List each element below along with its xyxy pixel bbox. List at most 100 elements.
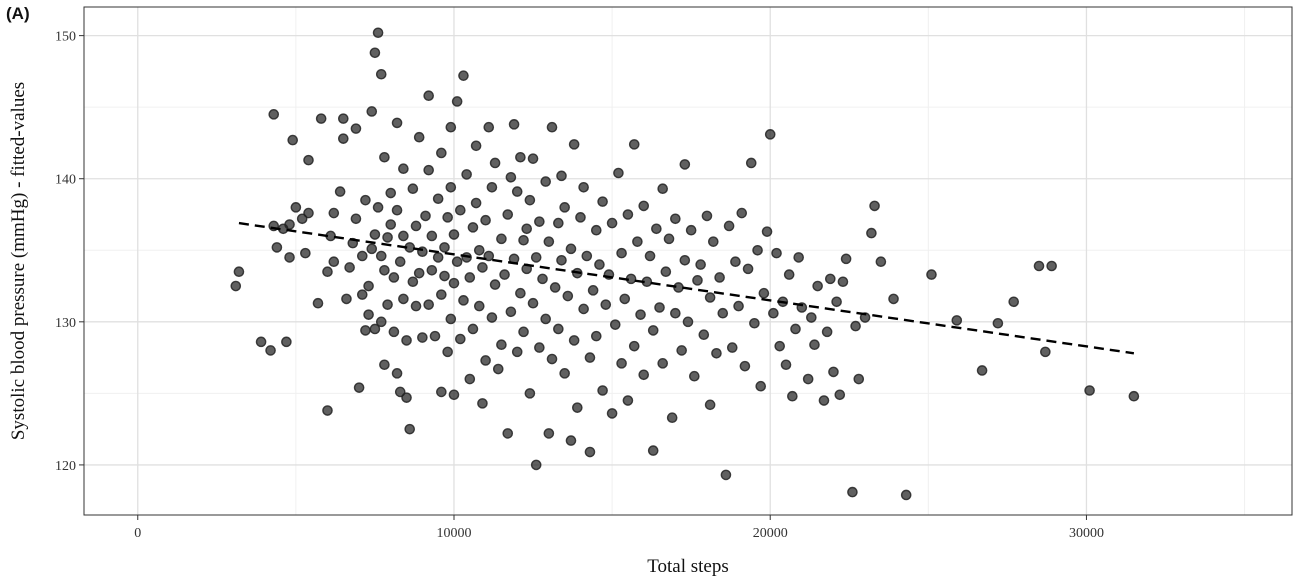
data-point [530,252,542,263]
data-point [828,366,839,378]
data-point [322,405,333,416]
data-point [372,202,384,213]
data-point [458,70,469,81]
data-point [527,153,539,164]
data-point [527,297,539,309]
data-point [496,339,507,351]
data-point [287,134,299,146]
data-point [1033,260,1045,272]
data-point [426,265,438,276]
data-point [284,252,295,263]
data-point [549,282,561,293]
data-point [654,302,665,313]
data-point [613,167,624,179]
data-point [853,373,865,385]
data-point [663,233,675,245]
data-point [398,230,409,242]
data-point [375,316,387,328]
data-point [366,106,378,117]
data-point [546,121,558,133]
data-point [711,347,722,359]
data-point [559,368,570,379]
data-point [679,254,691,266]
data-point [670,213,681,225]
data-point [496,233,507,245]
data-point [597,196,608,207]
data-point [530,459,542,471]
data-point [375,250,387,262]
data-point [230,280,242,292]
data-point [489,157,501,169]
data-point [338,113,349,124]
data-point [689,370,700,382]
data-point [268,109,280,120]
data-point [575,212,586,223]
data-point [451,256,463,268]
data-point [704,292,716,303]
data-point [790,323,801,335]
data-point [429,330,441,342]
data-point [341,293,352,305]
data-point [524,388,536,399]
data-point [353,382,365,393]
data-point [739,360,751,372]
data-point [511,346,523,358]
data-point [578,303,589,315]
x-tick-label: 0 [134,526,141,541]
plot-frame [83,6,1293,516]
data-point [391,117,403,129]
data-point [888,293,899,305]
data-point [619,293,631,305]
data-point [379,359,390,371]
data-point [366,243,378,255]
data-point [682,316,694,328]
data-point [543,428,555,439]
data-point [379,151,390,163]
x-tick-label: 10000 [436,526,471,541]
data-point [764,129,776,140]
data-point [723,220,735,232]
data-point [553,217,564,229]
data-point [742,263,754,275]
data-point [515,151,526,163]
data-point [745,157,757,169]
data-point [303,207,314,219]
data-point [385,219,397,230]
data-point [670,307,681,319]
data-point [900,489,912,501]
data-point [622,395,634,406]
data-point [587,285,599,296]
data-point [837,276,849,288]
data-point [622,209,634,220]
data-point [442,346,453,358]
data-point [600,299,612,310]
data-point [290,202,302,213]
data-point [638,200,650,212]
trend-line-group [238,221,1135,355]
data-point [455,333,466,345]
data-point [783,269,795,280]
data-point [467,323,479,335]
data-point [477,262,488,273]
data-point [572,402,583,413]
data-point [628,139,640,150]
data-point [666,412,678,423]
x-axis-title: Total steps [647,556,729,577]
data-point [951,315,963,326]
data-point [780,359,792,371]
data-point [281,336,292,348]
data-point [774,340,786,352]
data-point [606,408,618,419]
data-point [733,300,744,312]
data-point [1040,346,1051,358]
data-point [976,365,988,376]
y-tick-label: 150 [55,30,76,45]
data-point [417,332,428,343]
data-point [546,353,558,365]
data-point [632,236,643,247]
data-point [515,287,526,299]
data-point [464,373,476,385]
data-point [556,254,567,266]
data-point [657,358,669,369]
